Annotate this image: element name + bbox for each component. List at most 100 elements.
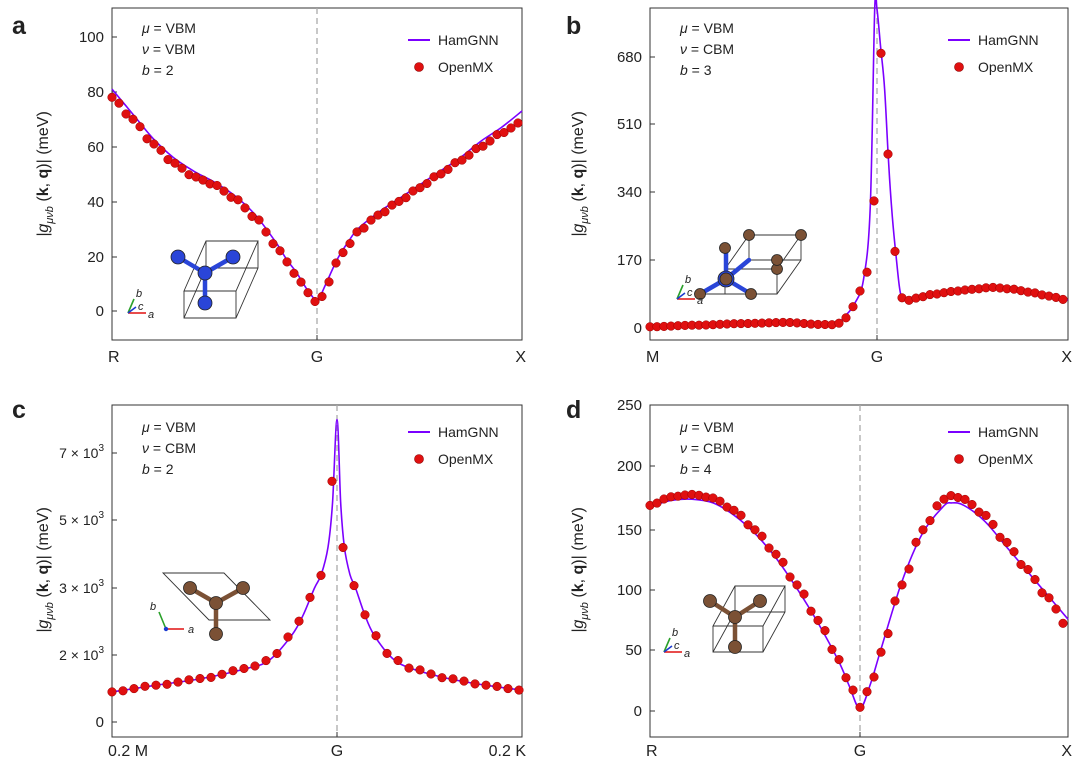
lattice-axes-icon: abc [127, 288, 154, 321]
x-tick-label: X [1061, 743, 1072, 760]
y-tick-label: 2 × 103 [59, 645, 104, 663]
data-point-openmx [1037, 588, 1047, 598]
y-tick-label: 40 [87, 194, 104, 211]
x-tick-label: 0.2 M [108, 743, 148, 760]
data-point-openmx [503, 684, 513, 694]
y-tick-label: 150 [617, 522, 642, 539]
data-point-openmx [394, 196, 404, 206]
y-tick-label: 0 [96, 303, 104, 320]
data-point-openmx [988, 519, 998, 529]
legend-marker-swatch [954, 454, 964, 464]
data-point-openmx [848, 685, 858, 695]
data-point-openmx [212, 180, 222, 191]
panel-b: b M G X 0 170 340 510 680 HamGNN OpenMX [566, 0, 1072, 366]
data-point-openmx [107, 92, 117, 102]
axis-letter: c [674, 640, 680, 652]
y-tick-label: 680 [617, 49, 642, 66]
data-point-openmx [303, 288, 313, 298]
y-tick-label: 60 [87, 139, 104, 156]
data-point-openmx [129, 684, 139, 694]
data-point-openmx [359, 223, 369, 233]
unit-cell-outline [161, 572, 272, 621]
panel-c: c 0.2 M G 0.2 K 0 2 × 103 3 × 103 5 × 103 7 × 10… [12, 396, 526, 760]
panel-label: a [12, 12, 27, 40]
data-point-openmx [294, 616, 304, 626]
data-point-openmx [219, 186, 229, 196]
data-point-openmx [1030, 574, 1040, 585]
annotation-line: b = 4 [680, 461, 712, 477]
annotation-line: ν = CBM [142, 440, 196, 456]
data-point-openmx [918, 525, 928, 535]
atom [728, 640, 742, 654]
data-point-openmx [981, 510, 991, 520]
atom [236, 581, 250, 595]
data-point-openmx [883, 149, 893, 159]
data-point-openmx [448, 674, 458, 684]
x-tick-label: G [331, 743, 343, 760]
unit-cell-outline [183, 240, 259, 319]
panel-label: d [566, 396, 581, 424]
data-point-openmx [792, 580, 802, 590]
data-point-openmx [1044, 593, 1054, 603]
legend-label: OpenMX [438, 59, 494, 75]
data-point-openmx [305, 592, 315, 602]
data-point-openmx [841, 673, 851, 683]
c-axis-arrow [663, 645, 673, 653]
plot-frame [649, 404, 1069, 738]
axis-letter: a [188, 624, 194, 636]
data-point-openmx [478, 141, 488, 151]
annotation-line: ν = VBM [142, 41, 195, 57]
data-point-openmx [151, 680, 161, 690]
atom [225, 249, 241, 265]
panel-d: d R G X 0 50 100 150 200 250 HamGNN OpenMX [566, 396, 1072, 760]
data-point-openmx [198, 175, 208, 185]
data-point-openmx [349, 581, 359, 591]
data-point-openmx [371, 631, 381, 641]
data-point-openmx [268, 239, 278, 249]
data-point-openmx [1009, 547, 1019, 557]
legend-label: OpenMX [438, 451, 494, 467]
legend-label: HamGNN [438, 32, 499, 48]
x-tick-label: G [311, 349, 323, 366]
data-point-openmx [177, 163, 187, 173]
axis-letter: b [685, 274, 691, 286]
data-point-openmx [1051, 604, 1061, 614]
c-axis-arrow [676, 292, 686, 300]
data-point-openmx [464, 150, 474, 160]
crystal-structure-inset: abc [676, 229, 807, 307]
data-point-openmx [715, 496, 725, 506]
data-point-openmx [261, 656, 271, 666]
axis-letter: b [136, 288, 142, 300]
data-point-openmx [1002, 537, 1012, 547]
annotation-line: b = 2 [142, 62, 174, 78]
data-point-openmx [206, 672, 216, 682]
data-point-openmx [855, 286, 865, 296]
atom [209, 627, 223, 641]
data-point-openmx [316, 570, 326, 580]
data-point-openmx [422, 178, 432, 189]
data-point-openmx [352, 227, 362, 237]
data-point-openmx [960, 494, 970, 504]
data-point-openmx [289, 268, 299, 278]
data-point-openmx [233, 195, 243, 205]
data-point-openmx [240, 203, 250, 213]
data-point-openmx [360, 610, 370, 620]
data-point-openmx [855, 702, 865, 712]
data-point-openmx [869, 196, 879, 206]
data-point-openmx [1058, 294, 1068, 304]
data-point-openmx [366, 215, 376, 225]
data-point-openmx [380, 207, 390, 217]
data-point-openmx [778, 557, 788, 567]
legend-label: OpenMX [978, 451, 1034, 467]
data-point-openmx [883, 629, 893, 639]
data-point-openmx [195, 673, 205, 684]
data-point-openmx [128, 114, 138, 124]
data-point-openmx [401, 193, 411, 203]
atom [753, 594, 767, 608]
axis-letter: a [697, 295, 703, 307]
data-point-openmx [514, 685, 524, 695]
y-axis-label: |gμνb (k, q)| (meV) [35, 111, 56, 237]
data-point-openmx [217, 669, 227, 679]
axis-letter: c [138, 301, 144, 313]
data-point-openmx [114, 98, 124, 108]
